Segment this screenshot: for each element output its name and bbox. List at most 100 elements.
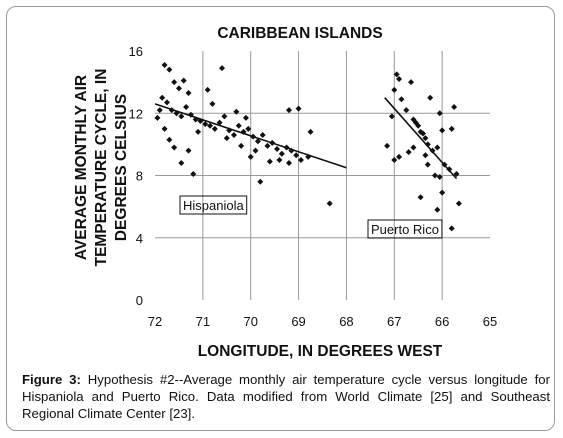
caption-label: Figure 3: xyxy=(22,372,81,387)
data-point xyxy=(166,136,173,143)
data-point xyxy=(326,200,333,207)
data-point xyxy=(424,141,431,148)
annotation-label: Puerto Rico xyxy=(371,222,439,237)
data-point xyxy=(396,76,403,83)
data-point xyxy=(278,150,285,157)
data-point xyxy=(250,133,257,140)
data-point xyxy=(398,96,405,103)
data-point xyxy=(393,71,400,78)
data-point xyxy=(161,125,168,132)
data-point xyxy=(448,125,455,132)
annotation-box xyxy=(367,219,443,239)
data-point xyxy=(384,142,391,149)
y-axis-label-line: AVERAGE MONTHLY AIR xyxy=(73,75,90,260)
data-point xyxy=(436,174,443,181)
data-point xyxy=(216,119,223,126)
chart-title: CARIBBEAN ISLANDS xyxy=(217,25,382,42)
data-point xyxy=(235,122,242,129)
data-point xyxy=(420,130,426,137)
annotation-label: Hispaniola xyxy=(183,198,244,213)
figure-frame xyxy=(6,6,555,431)
data-point xyxy=(154,114,161,121)
y-axis-label-line: DEGREES CELSIUS xyxy=(113,94,130,241)
y-tick-label: 4 xyxy=(136,231,143,246)
data-point xyxy=(431,172,438,179)
data-point xyxy=(178,113,185,120)
data-point xyxy=(274,146,281,153)
y-tick-label: 12 xyxy=(129,106,143,121)
data-points xyxy=(154,62,462,232)
data-point xyxy=(156,107,163,114)
data-point xyxy=(230,132,237,139)
data-point xyxy=(388,113,395,120)
data-point xyxy=(219,65,225,72)
data-point xyxy=(159,94,166,101)
data-point xyxy=(202,121,209,128)
data-point xyxy=(276,156,283,163)
x-tick-label: 70 xyxy=(243,314,257,329)
data-point xyxy=(453,170,460,177)
tick-labels: 72 71 70 69 68 67 66 65 0 4 8 12 16 xyxy=(129,44,498,329)
trendline xyxy=(384,97,458,180)
data-point xyxy=(161,62,168,69)
data-point xyxy=(197,118,204,125)
data-point xyxy=(175,85,182,92)
data-point xyxy=(429,147,436,154)
data-point xyxy=(209,100,216,107)
data-point xyxy=(195,128,202,135)
data-point xyxy=(283,144,290,151)
data-point xyxy=(252,147,259,154)
data-point xyxy=(434,144,441,151)
data-point xyxy=(410,144,417,151)
x-tick-label: 65 xyxy=(483,314,497,329)
data-point xyxy=(259,132,266,139)
data-point xyxy=(254,138,261,145)
y-axis-label: AVERAGE MONTHLY AIR TEMPERATURE CYCLE, IN… xyxy=(73,69,130,267)
data-point xyxy=(448,225,455,232)
data-point xyxy=(221,113,228,120)
data-point xyxy=(238,142,245,149)
caption-text: Hypothesis #2--Average monthly air tempe… xyxy=(22,372,550,421)
data-point xyxy=(422,135,429,142)
data-point xyxy=(168,107,175,114)
x-tick-label: 71 xyxy=(196,314,210,329)
data-point xyxy=(436,110,443,117)
data-point xyxy=(178,160,185,167)
data-point xyxy=(163,99,170,106)
data-point xyxy=(293,152,300,159)
y-tick-label: 16 xyxy=(129,44,143,59)
data-point xyxy=(405,149,412,156)
data-point xyxy=(307,128,314,135)
x-tick-label: 66 xyxy=(435,314,449,329)
data-point xyxy=(286,107,292,114)
data-point xyxy=(305,153,312,160)
data-point xyxy=(391,156,398,163)
data-point xyxy=(183,104,190,111)
data-point xyxy=(403,107,410,114)
annotations: Hispaniola Puerto Rico xyxy=(179,195,443,239)
data-point xyxy=(266,158,273,165)
trendline xyxy=(154,103,347,169)
annotation-box xyxy=(179,195,248,215)
data-point xyxy=(173,110,180,117)
data-point xyxy=(240,128,247,135)
data-point xyxy=(434,206,441,213)
data-point xyxy=(446,166,453,173)
data-point xyxy=(427,94,434,101)
data-point xyxy=(295,105,302,112)
data-point xyxy=(185,90,192,97)
data-point xyxy=(264,142,271,149)
y-tick-label: 0 xyxy=(136,293,143,308)
y-tick-label: 8 xyxy=(136,169,143,184)
data-point xyxy=(171,144,178,151)
data-point xyxy=(412,119,419,126)
data-point xyxy=(451,104,458,111)
data-point xyxy=(166,66,173,73)
data-point xyxy=(422,152,429,159)
data-point xyxy=(408,79,415,86)
x-tick-label: 68 xyxy=(339,314,353,329)
data-point xyxy=(288,147,295,154)
data-point xyxy=(455,200,462,207)
data-point xyxy=(223,135,230,142)
data-point xyxy=(247,153,254,160)
